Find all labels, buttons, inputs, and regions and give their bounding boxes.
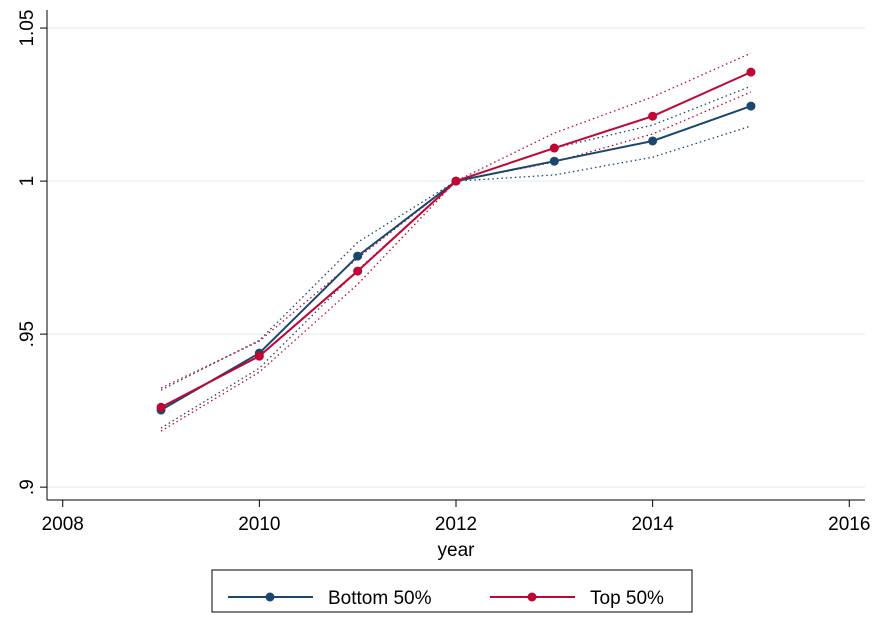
x-tick-label: 2014 xyxy=(631,514,674,535)
data-point xyxy=(353,251,363,261)
confidence-bound xyxy=(160,125,752,429)
x-tick-label: 2012 xyxy=(435,514,477,535)
legend-box xyxy=(211,569,693,613)
x-tick-label: 2008 xyxy=(42,514,84,535)
legend-label: Bottom 50% xyxy=(328,588,432,609)
x-tick-label: 2016 xyxy=(828,514,870,535)
confidence-bound xyxy=(160,52,752,389)
data-point xyxy=(746,67,756,77)
data-point xyxy=(156,402,166,412)
data-point xyxy=(549,156,559,166)
data-point xyxy=(254,351,264,361)
y-tick-label: .9 xyxy=(17,479,38,495)
x-tick-label: 2010 xyxy=(238,514,280,535)
data-point xyxy=(746,101,756,111)
data-point xyxy=(549,143,559,153)
legend-marker xyxy=(527,592,537,602)
y-tick-label: 1.05 xyxy=(17,10,38,47)
legend-label: Top 50% xyxy=(590,588,664,609)
legend-marker xyxy=(265,592,275,602)
y-tick-label: .95 xyxy=(17,321,38,347)
x-axis-label: year xyxy=(438,540,476,561)
data-point xyxy=(648,136,658,146)
data-point xyxy=(451,176,461,186)
data-point xyxy=(648,111,658,121)
data-point xyxy=(353,266,363,276)
y-tick-label: 1 xyxy=(17,176,38,187)
